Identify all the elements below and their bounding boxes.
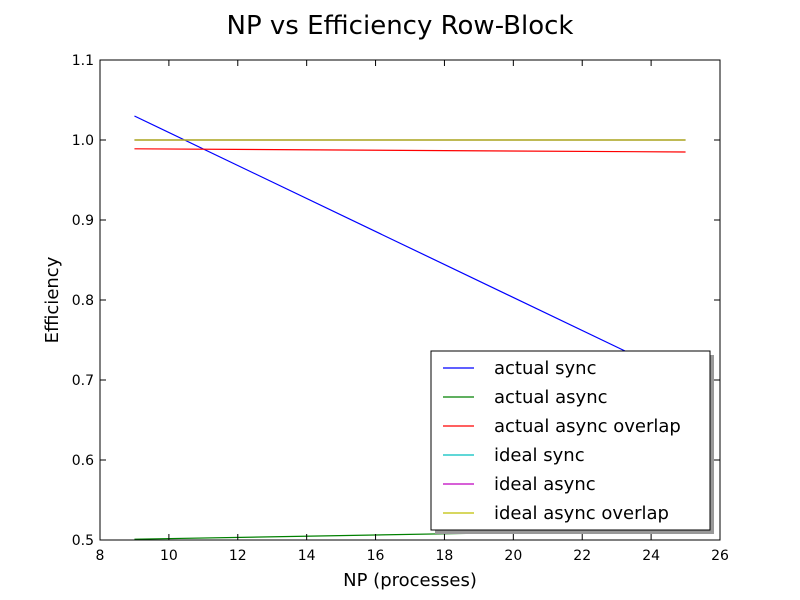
x-tick-label: 16: [367, 548, 385, 564]
y-axis: 0.5 0.6 0.7 0.8 0.9 1.0 1.1: [72, 53, 720, 549]
legend-label: actual async overlap: [494, 416, 681, 437]
legend-label: actual async: [494, 387, 608, 408]
y-tick-label: 0.9: [72, 213, 94, 229]
x-axis: 8 10 12 14 16 18 20 22 24 26: [96, 60, 729, 564]
x-tick-label: 24: [642, 548, 660, 564]
x-tick-label: 26: [711, 548, 729, 564]
legend-label: ideal sync: [494, 445, 585, 466]
x-tick-label: 12: [229, 548, 247, 564]
y-tick-label: 0.8: [72, 293, 94, 309]
x-axis-label: NP (processes): [343, 570, 477, 591]
legend-box: [430, 350, 711, 531]
y-tick-label: 0.5: [72, 533, 94, 549]
series-layer: [134, 115, 686, 540]
series-line-actual-async-overlap: [134, 148, 686, 153]
y-tick-label: 1.0: [72, 133, 94, 149]
legend: actual sync actual async actual async over…: [430, 350, 714, 534]
x-tick-label: 20: [504, 548, 522, 564]
x-tick-label: 14: [298, 548, 316, 564]
x-tick-label: 8: [96, 548, 105, 564]
x-tick-label: 18: [436, 548, 454, 564]
x-tick-label: 10: [160, 548, 178, 564]
legend-label: ideal async: [494, 474, 596, 495]
chart-title: NP vs Efficiency Row-Block: [227, 11, 574, 41]
y-tick-label: 0.6: [72, 453, 94, 469]
legend-label: ideal async overlap: [494, 503, 669, 524]
series-line-actual-sync: [134, 115, 686, 381]
y-axis-label: Efficiency: [42, 256, 63, 343]
y-tick-label: 0.7: [72, 373, 94, 389]
y-tick-label: 1.1: [72, 53, 94, 69]
legend-label: actual sync: [494, 358, 596, 379]
x-tick-label: 22: [573, 548, 591, 564]
